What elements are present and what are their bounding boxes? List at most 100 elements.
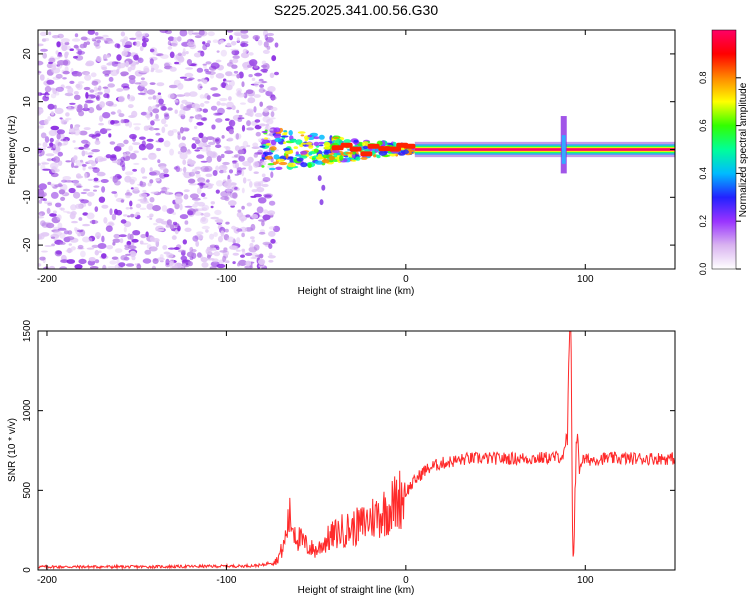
noise-blob [216,50,220,53]
noise-blob [143,125,149,131]
noise-blob [116,175,123,179]
noise-blob [255,131,261,137]
noise-blob [46,207,51,214]
noise-blob [70,204,77,211]
transition-blob [273,133,282,139]
noise-blob [169,262,178,269]
noise-blob [46,222,55,229]
noise-blob [50,93,57,99]
noise-blob [270,171,274,178]
noise-blob [39,31,48,37]
noise-blob [89,89,95,93]
transition-blob [308,144,314,149]
noise-blob [45,153,55,157]
noise-blob [38,143,42,146]
noise-blob [80,191,88,195]
noise-blob [149,167,153,172]
noise-blob [94,140,101,146]
noise-blob [142,189,147,193]
noise-blob [166,208,175,214]
noise-blob [274,71,279,76]
noise-blob [117,63,121,70]
y-tick-label: 1500 [22,319,33,342]
noise-blob [200,165,209,173]
noise-blob [123,139,129,145]
noise-blob [188,77,195,80]
noise-blob [187,158,193,163]
noise-blob [186,41,196,47]
noise-blob [250,236,255,240]
noise-blob [146,203,154,210]
noise-blob [95,133,101,137]
noise-blob [140,200,150,204]
noise-blob [67,230,73,235]
noise-blob [169,66,177,72]
noise-blob [42,52,47,59]
noise-blob [188,171,195,177]
noise-blob [119,238,124,244]
transition-blob [305,142,313,145]
noise-blob [167,130,174,137]
noise-blob [198,30,205,36]
noise-blob [178,249,186,253]
noise-blob [157,92,162,95]
noise-blob [181,136,186,141]
noise-blob [179,214,189,220]
noise-blob [131,110,138,118]
noise-blob [201,262,209,268]
noise-blob [177,52,182,56]
noise-blob [233,227,240,234]
noise-blob [41,93,50,96]
noise-blob [163,251,171,255]
noise-blob [66,259,76,264]
noise-blob [256,187,265,193]
noise-blob [226,236,235,243]
noise-blob [120,119,125,124]
noise-blob [261,161,267,166]
noise-blob [128,75,136,80]
noise-blob [129,37,137,40]
noise-blob [149,48,155,53]
noise-blob [238,259,247,266]
noise-blob [259,101,264,107]
noise-blob [110,111,116,115]
noise-blob [90,72,97,78]
noise-blob [96,171,106,177]
transition-blob [289,138,297,143]
noise-blob [219,39,224,44]
noise-blob [200,160,208,163]
noise-blob [236,92,246,98]
noise-blob [98,85,102,91]
transition-blob [289,135,294,140]
noise-blob [149,58,154,65]
noise-blob [57,53,63,58]
noise-blob [249,242,254,248]
noise-blob [237,209,242,213]
noise-blob [149,197,155,203]
noise-blob [271,55,277,62]
noise-blob [95,232,101,239]
x-tick-label: -100 [216,575,236,586]
noise-blob [241,205,245,210]
noise-blob [163,140,171,148]
noise-blob [38,125,44,129]
transition-blob [321,184,326,191]
noise-blob [100,179,109,183]
noise-blob [125,263,135,267]
noise-blob [180,255,188,261]
noise-blob [210,87,218,91]
noise-blob [209,233,215,240]
noise-blob [188,261,193,267]
noise-blob [171,235,177,240]
noise-blob [89,266,99,269]
noise-blob [109,141,116,145]
noise-blob [54,146,61,153]
noise-blob [184,227,192,232]
noise-blob [137,57,144,64]
noise-blob [267,38,273,43]
noise-blob [83,86,91,91]
noise-blob [106,245,114,250]
noise-blob [57,60,66,66]
